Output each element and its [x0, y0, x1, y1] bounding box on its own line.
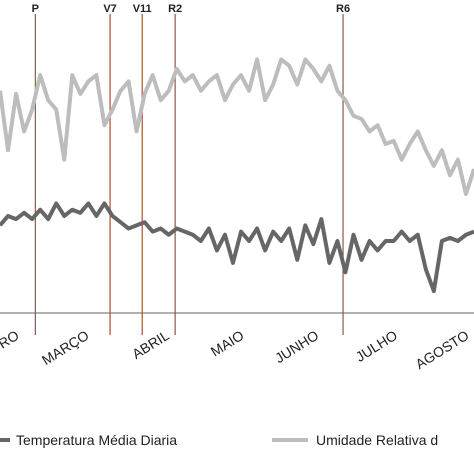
- data-line: [0, 57, 474, 197]
- data-line: [0, 201, 474, 294]
- x-tick-label: RO: [0, 327, 22, 352]
- reference-label: V7: [103, 3, 116, 15]
- reference-label: P: [32, 3, 39, 15]
- reference-label: R6: [336, 3, 350, 15]
- x-tick-label: AGOSTO: [413, 327, 472, 372]
- x-tick-label: MAIO: [208, 327, 247, 360]
- x-tick-label: JULHO: [353, 327, 400, 365]
- x-tick-label: ABRIL: [129, 327, 172, 362]
- legend-label: Umidade Relativa d: [316, 432, 438, 448]
- x-tick-label: JUNHO: [272, 327, 321, 366]
- reference-label: R2: [168, 3, 182, 15]
- x-tick-label: MARÇO: [39, 327, 92, 368]
- reference-label: V11: [133, 3, 152, 15]
- legend-label: Temperatura Média Diaria: [16, 432, 177, 448]
